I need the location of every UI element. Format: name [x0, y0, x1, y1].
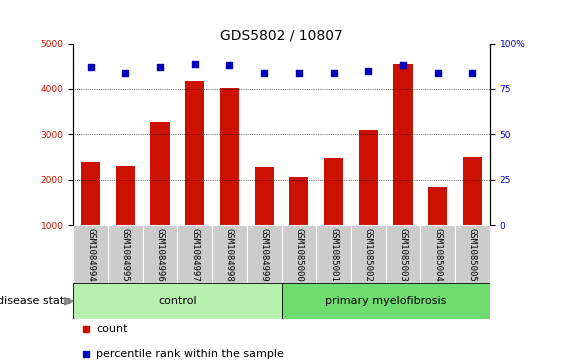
- Bar: [185, 81, 204, 225]
- Bar: [282, 225, 316, 283]
- Text: GSM1084999: GSM1084999: [260, 228, 269, 282]
- Bar: [359, 130, 378, 225]
- Bar: [289, 177, 309, 225]
- Point: [81, 326, 90, 332]
- Bar: [351, 225, 386, 283]
- Text: GSM1084995: GSM1084995: [121, 228, 129, 282]
- Bar: [73, 283, 282, 319]
- Bar: [394, 65, 413, 225]
- Text: GSM1085002: GSM1085002: [364, 228, 373, 282]
- Bar: [463, 158, 482, 225]
- Bar: [150, 122, 169, 225]
- Point: [329, 70, 338, 76]
- Point: [399, 62, 408, 68]
- Point: [190, 61, 199, 66]
- Text: GSM1085003: GSM1085003: [399, 228, 408, 282]
- Point: [260, 70, 269, 76]
- Text: GSM1084998: GSM1084998: [225, 228, 234, 282]
- Bar: [81, 162, 100, 225]
- Bar: [212, 225, 247, 283]
- Text: percentile rank within the sample: percentile rank within the sample: [96, 349, 284, 359]
- Bar: [220, 87, 239, 225]
- Bar: [108, 225, 142, 283]
- Bar: [428, 187, 447, 225]
- Text: count: count: [96, 324, 128, 334]
- Bar: [73, 225, 108, 283]
- Bar: [177, 225, 212, 283]
- Text: GSM1085004: GSM1085004: [434, 228, 442, 282]
- Text: GSM1085001: GSM1085001: [329, 228, 338, 282]
- Point: [155, 64, 164, 70]
- Bar: [455, 225, 490, 283]
- Point: [120, 70, 129, 76]
- Point: [468, 70, 477, 76]
- Point: [434, 70, 443, 76]
- Point: [364, 68, 373, 74]
- Text: control: control: [158, 296, 196, 306]
- Text: GSM1084996: GSM1084996: [155, 228, 164, 282]
- Text: GSM1085005: GSM1085005: [468, 228, 477, 282]
- Text: GSM1085000: GSM1085000: [294, 228, 303, 282]
- Point: [225, 62, 234, 68]
- Text: GSM1084994: GSM1084994: [86, 228, 95, 282]
- Bar: [116, 166, 135, 225]
- Bar: [386, 225, 421, 283]
- Text: primary myelofibrosis: primary myelofibrosis: [325, 296, 446, 306]
- Bar: [282, 283, 490, 319]
- Bar: [254, 167, 274, 225]
- Bar: [142, 225, 177, 283]
- Title: GDS5802 / 10807: GDS5802 / 10807: [220, 28, 343, 42]
- Point: [86, 64, 95, 70]
- Bar: [421, 225, 455, 283]
- Text: GSM1084997: GSM1084997: [190, 228, 199, 282]
- Bar: [247, 225, 282, 283]
- Point: [294, 70, 303, 76]
- Bar: [324, 158, 343, 225]
- Point: [81, 351, 90, 357]
- Text: disease state: disease state: [0, 296, 71, 306]
- Bar: [316, 225, 351, 283]
